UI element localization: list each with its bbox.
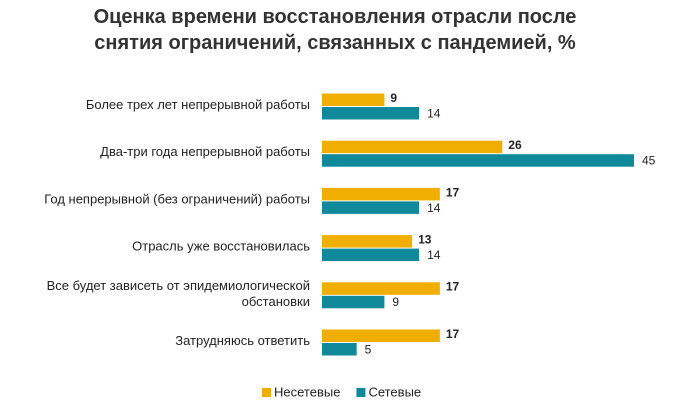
value-label: 5 [365,342,372,356]
legend-label: Сетевые [368,384,421,399]
chart-title: Оценка времени восстановления отрасли по… [94,6,577,54]
bar [322,93,385,106]
bar [322,248,420,262]
legend-label: Несетевые [274,384,340,399]
legend-swatch [356,388,366,397]
category-label: Год непрерывной (без ограничений) работы [44,192,310,207]
value-label: 14 [427,201,441,215]
legend-swatch [262,388,271,397]
bar [322,329,440,342]
value-label: 9 [392,295,399,309]
bar [322,107,420,120]
bar [322,235,413,248]
bar [322,187,440,201]
value-label: 13 [418,233,432,247]
category-label: Отрасль уже восстановилась [132,239,310,254]
value-label: 17 [446,327,460,341]
category-label: Все будет зависеть от эпидемиологической… [47,278,310,309]
value-label: 14 [427,106,441,120]
category-label: Два-три года непрерывной работы [100,145,310,160]
value-label: 17 [446,280,460,294]
value-label: 26 [508,138,522,152]
value-label: 14 [427,248,441,262]
category-label: Затрудняюсь ответить [175,333,310,348]
value-label: 9 [390,91,397,105]
value-label: 45 [642,154,656,168]
bar [322,154,634,167]
bar [322,282,440,295]
value-label: 17 [446,185,460,199]
bar [322,140,503,154]
bar [322,295,385,309]
bar [322,343,357,356]
category-label: Более трех лет непрерывной работы [86,97,310,112]
bar [322,201,420,214]
